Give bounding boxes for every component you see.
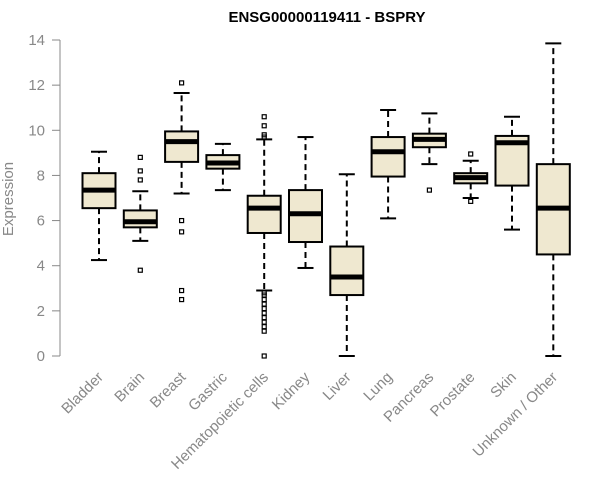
box-group [411, 112, 447, 193]
y-tick-label: 0 [37, 348, 45, 365]
box-group [453, 151, 489, 204]
outlier-point [261, 310, 267, 316]
y-tick-label: 14 [28, 32, 45, 49]
outlier-point [137, 267, 143, 273]
box-group [164, 80, 200, 303]
box-group [535, 42, 571, 357]
outlier-point [179, 229, 185, 235]
box-iqr [164, 130, 200, 163]
box-group [122, 154, 158, 273]
outlier-point [468, 151, 474, 157]
box-iqr [122, 209, 158, 229]
x-tick-label: Bladder [58, 369, 107, 418]
x-tick-label: Skin [487, 369, 520, 402]
x-tick-label: Liver [320, 369, 355, 404]
outlier-point [179, 287, 185, 294]
outlier-point [261, 296, 267, 303]
outlier-point [261, 353, 267, 359]
outlier-point [137, 177, 143, 183]
outlier-point [261, 132, 267, 138]
box-group [494, 115, 530, 231]
outlier-point [261, 306, 267, 312]
x-tick-label: Brain [111, 369, 148, 406]
outlier-point [261, 324, 267, 330]
y-tick-label: 8 [37, 167, 45, 184]
box-group [205, 142, 241, 192]
outlier-point [179, 80, 185, 86]
outlier-point [179, 296, 185, 303]
outlier-point [426, 187, 432, 193]
y-axis-label: Expression [0, 162, 17, 236]
y-axis-ticks: 0 2 4 6 8 10 12 14 [28, 32, 60, 365]
outlier-point [261, 319, 267, 325]
outlier-point [261, 315, 267, 321]
chart-title: ENSG00000119411 - BSPRY [228, 9, 425, 26]
outlier-point [468, 198, 474, 204]
outlier-point [261, 328, 267, 334]
boxes-layer [81, 42, 571, 359]
outlier-point [261, 123, 267, 129]
x-tick-label: Lung [360, 369, 396, 405]
outlier-point [261, 301, 267, 307]
box-group [329, 173, 365, 357]
outlier-point [137, 168, 143, 174]
outlier-point [261, 290, 267, 296]
x-tick-label: Kidney [269, 368, 314, 413]
outlier-point [137, 154, 143, 160]
outlier-point [261, 114, 267, 120]
box-group [288, 136, 323, 269]
box-group [81, 150, 117, 262]
x-tick-label: Breast [147, 368, 190, 411]
box-iqr [370, 136, 406, 178]
outlier-point [179, 217, 185, 224]
y-tick-label: 6 [37, 213, 45, 230]
box-iqr [246, 194, 282, 234]
box-iqr [329, 245, 365, 297]
box-group [246, 114, 282, 359]
y-tick-label: 12 [28, 77, 45, 94]
x-tick-label: Prostate [427, 369, 479, 421]
y-tick-label: 10 [28, 122, 45, 139]
y-tick-label: 4 [37, 258, 45, 275]
box-group [370, 108, 406, 220]
y-tick-label: 2 [37, 303, 45, 320]
